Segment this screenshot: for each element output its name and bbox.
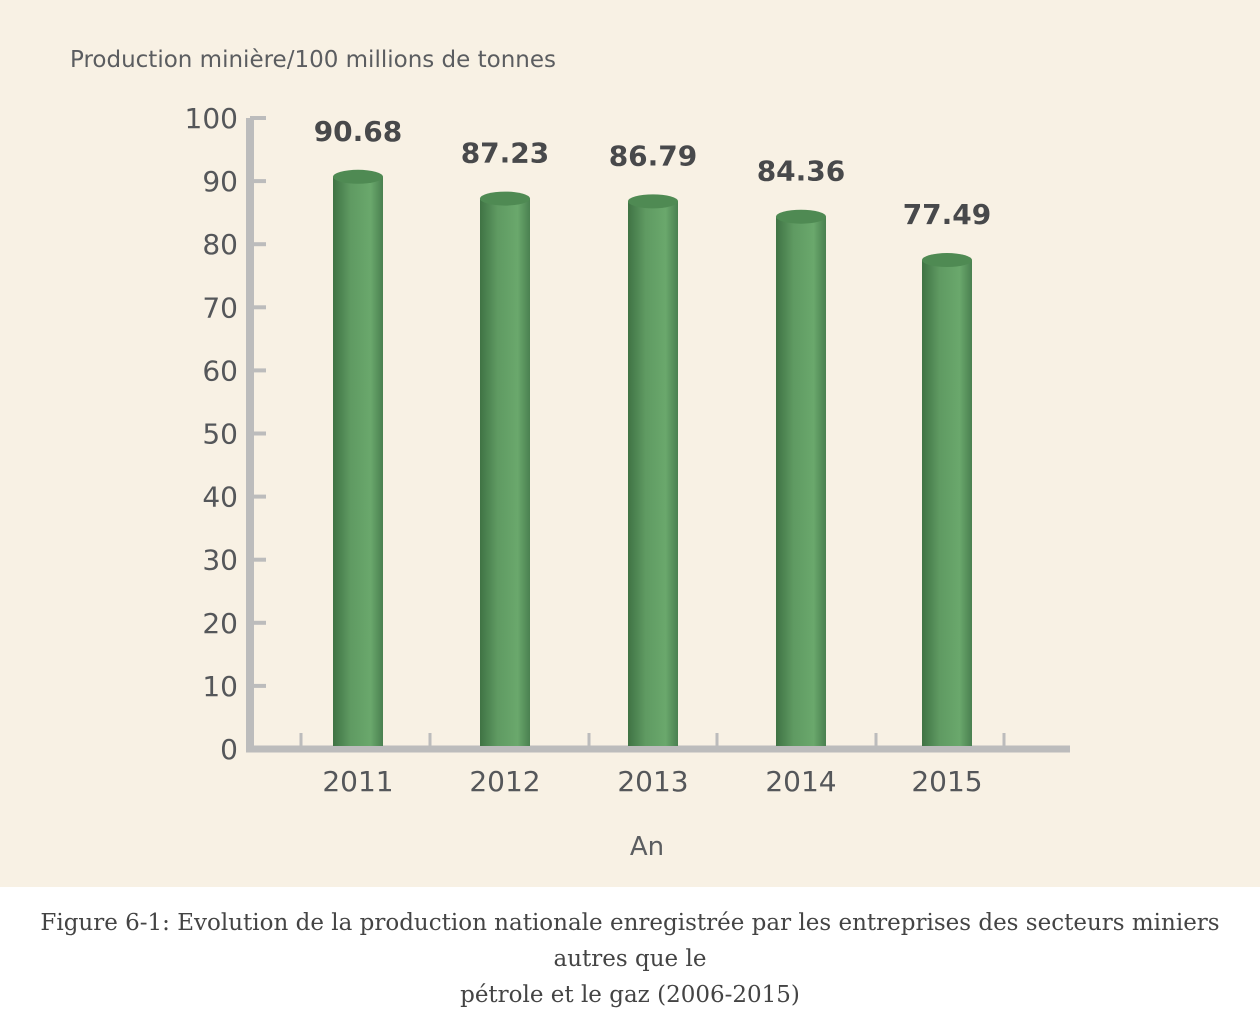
x-tick-label: 2015	[911, 765, 982, 798]
bar-value-label: 86.79	[609, 139, 698, 172]
bar-2014: 84.36 2014	[757, 155, 846, 798]
x-tick-label: 2012	[469, 765, 540, 798]
bar-top	[333, 169, 383, 184]
bar-value-label: 84.36	[757, 155, 846, 188]
bar-body	[922, 260, 972, 746]
y-tick-label: 10	[202, 670, 238, 703]
bar-body	[333, 176, 383, 746]
y-tick-label: 70	[202, 291, 238, 324]
bar-top	[776, 209, 826, 224]
bar-top	[922, 253, 972, 268]
bar-top	[480, 191, 530, 206]
y-tick-label: 40	[202, 481, 238, 514]
figure-caption: Figure 6-1: Evolution de la production n…	[0, 905, 1260, 1013]
x-tick-label: 2013	[617, 765, 688, 798]
bar-2012: 87.23 2012	[461, 137, 550, 798]
bars: 90.68 2011 87.23 2012 86.79 2013 84.36 2014 77.4…	[314, 115, 992, 798]
x-tick-label: 2014	[765, 765, 836, 798]
caption-line-1: Figure 6-1: Evolution de la production n…	[40, 910, 1220, 972]
bar-2013: 86.79 2013	[609, 139, 698, 798]
bar-value-label: 90.68	[314, 115, 403, 148]
y-tick-label: 0	[220, 733, 238, 766]
bar-body	[628, 201, 678, 746]
x-tick-label: 2011	[322, 765, 393, 798]
y-tick-label: 30	[202, 544, 238, 577]
chart-figure: Production minière/100 millions de tonne…	[0, 0, 1260, 887]
bar-2011: 90.68 2011	[314, 115, 403, 798]
axes: 0 10 20 30 40 50 60 70 80 90 100	[185, 102, 1070, 766]
y-tick-label: 20	[202, 607, 238, 640]
bar-2015: 77.49 2015	[903, 198, 992, 798]
y-axis-label: Production minière/100 millions de tonne…	[70, 47, 556, 73]
y-tick-label: 90	[202, 165, 238, 198]
x-axis-label: An	[630, 832, 664, 862]
y-tick-label: 50	[202, 418, 238, 451]
y-tick-label: 60	[202, 354, 238, 387]
y-tick-label: 80	[202, 228, 238, 261]
bar-chart: Production minière/100 millions de tonne…	[70, 47, 1070, 862]
bar-value-label: 77.49	[903, 198, 992, 231]
bar-value-label: 87.23	[461, 137, 550, 170]
bar-body	[480, 198, 530, 746]
caption-line-2: pétrole et le gaz (2006-2015)	[460, 982, 800, 1008]
y-tick-label: 100	[185, 102, 238, 135]
bar-body	[776, 216, 826, 746]
bar-top	[628, 194, 678, 209]
